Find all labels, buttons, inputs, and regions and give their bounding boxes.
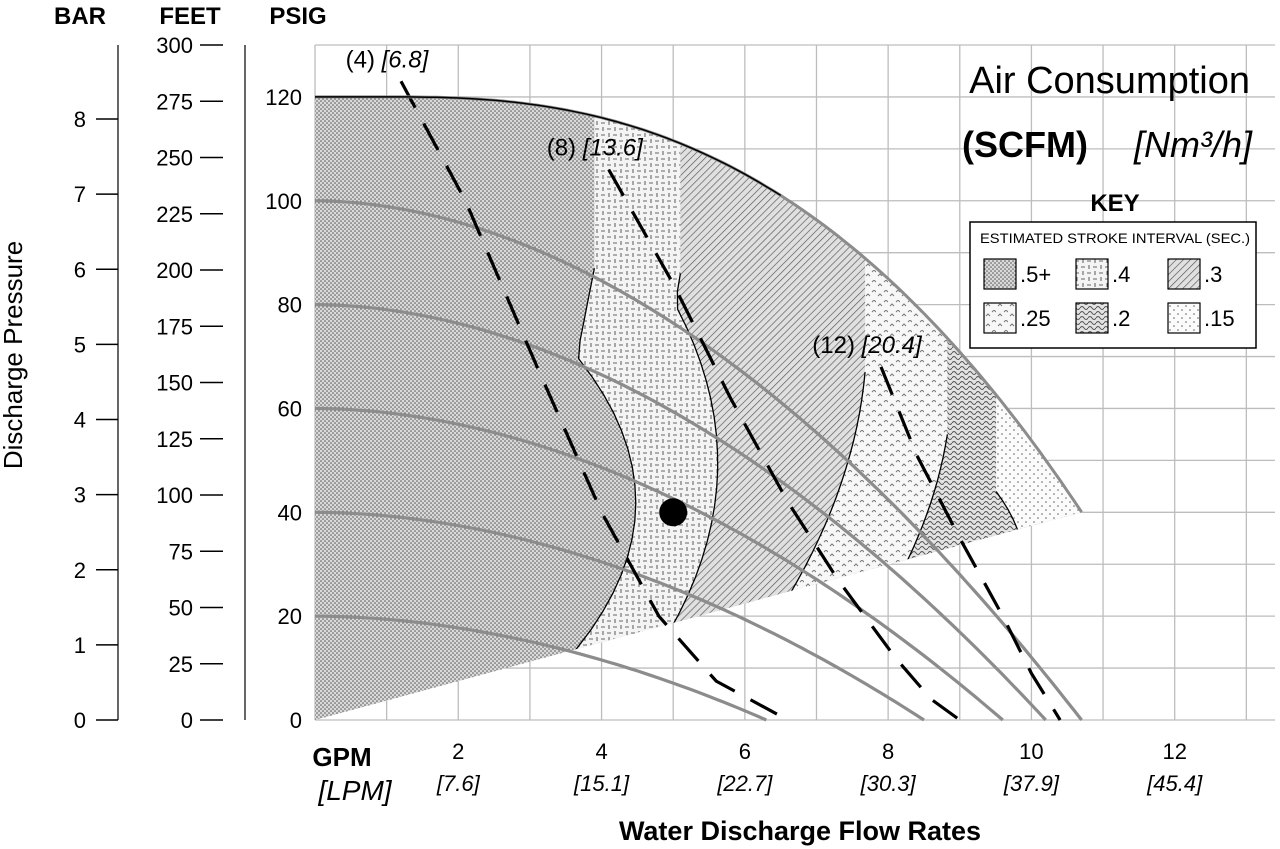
lpm-tick-label: [45.4] [1146,771,1203,796]
psig-tick-label: 100 [265,189,302,214]
gpm-tick-label: 4 [595,739,607,764]
psig-tick-label: 0 [290,708,302,733]
feet-axis-header: FEET [159,3,221,30]
air-consumption-scfm-label: (4) [346,46,382,73]
gpm-tick-label: 2 [452,739,464,764]
air-consumption-scfm-label: (12) [812,332,861,359]
feet-tick-label: 175 [156,314,193,339]
bar-tick-label: 8 [74,107,86,132]
performance-curve [315,406,1004,722]
legend: KEY ESTIMATED STROKE INTERVAL (SEC.) .5+… [969,190,1257,349]
feet-tick-label: 225 [156,202,193,227]
air-consumption-label: (12) [20.4] [812,332,923,359]
feet-tick-label: 25 [169,652,193,677]
lpm-tick-label: [22.7] [716,771,773,796]
legend-items: .5+ .4 .3 .25 .2 .15 [983,258,1235,334]
lpm-tick-label: [15.1] [573,771,630,796]
legend-swatch [1167,258,1201,290]
performance-curves [314,199,1083,722]
legend-box [969,221,1257,349]
air-consumption-curve [879,366,1062,721]
psig-tick-label: 20 [278,604,302,629]
bar-tick-label: 6 [74,257,86,282]
performance-curve [315,199,1083,721]
legend-subtitle: ESTIMATED STROKE INTERVAL (SEC.) [980,230,1250,246]
gpm-tick-label: 6 [739,739,751,764]
legend-label: .2 [1112,306,1130,331]
legend-swatch [983,302,1017,334]
psig-tick-label: 40 [278,500,302,525]
psig-tick-label: 80 [278,293,302,318]
legend-label: .15 [1204,306,1235,331]
gpm-tick-label: 12 [1162,739,1186,764]
feet-tick-label: 200 [156,258,193,283]
feet-tick-label: 125 [156,427,193,452]
legend-swatch [1167,302,1201,334]
lpm-tick-label: [37.9] [1003,771,1060,796]
legend-swatch [1075,302,1109,334]
bar-tick-label: 4 [74,408,86,433]
performance-curve [315,614,767,722]
feet-tick-label: 50 [169,596,193,621]
performance-curve [314,303,1047,722]
psig-tick-label: 120 [265,85,302,110]
axes [117,45,246,720]
air-consumption-nm3h-label: [6.8] [381,46,430,73]
legend-title: KEY [1090,190,1139,217]
chart-subtitle-bold: (SCFM) [962,124,1088,165]
y-axis-label: Discharge Pressure [0,241,28,469]
air-consumption-label: (4) [6.8] [346,46,430,73]
gpm-tick-label: 8 [882,739,894,764]
lpm-tick-label: [7.6] [436,771,481,796]
legend-swatch [983,258,1017,290]
gpm-tick-label: 10 [1019,739,1043,764]
x-unit-primary: GPM [312,742,371,772]
feet-tick-label: 250 [156,146,193,171]
feet-tick-label: 0 [181,708,193,733]
air-consumption-label: (8) [13.6] [547,135,644,162]
bar-axis-header: BAR [54,3,106,30]
bar-tick-label: 2 [74,558,86,583]
performance-curve [314,510,925,722]
chart-title: Air Consumption [969,60,1250,102]
feet-tick-label: 150 [156,371,193,396]
operating-point-marker [659,498,688,527]
bar-tick-label: 5 [74,332,86,357]
legend-label: .3 [1204,262,1222,287]
bar-tick-label: 1 [74,633,86,658]
air-consumption-curve [399,80,789,722]
air-consumption-nm3h-label: [13.6] [582,135,644,162]
x-unit-secondary: [LPM] [317,775,392,806]
psig-tick-label: 60 [278,396,302,421]
bar-tick-label: 7 [74,182,86,207]
legend-label: .4 [1112,262,1130,287]
feet-tick-label: 300 [156,33,193,58]
psig-axis-header: PSIG [269,3,326,30]
axis-ticks: 0204060801001200255075100125150175200225… [74,33,1203,796]
feet-tick-label: 100 [156,483,193,508]
x-axis-label: Water Discharge Flow Rates [619,816,981,846]
air-consumption-curves: (4) [6.8] (8) [13.6] (12) [20.4] [346,46,1062,722]
feet-tick-label: 75 [169,539,193,564]
bar-tick-label: 0 [74,708,86,733]
legend-swatch [1075,258,1109,290]
legend-label: .25 [1020,306,1051,331]
feet-tick-label: 275 [156,89,193,114]
chart-subtitle-italic: [Nm³/h] [1133,124,1253,165]
air-consumption-scfm-label: (8) [547,135,583,162]
air-consumption-nm3h-label: [20.4] [861,332,923,359]
bar-tick-label: 3 [74,483,86,508]
stroke-interval-boundary [504,268,637,720]
lpm-tick-label: [30.3] [860,771,917,796]
envelope-top-edge [315,96,782,197]
legend-label: .5+ [1020,262,1051,287]
air-consumption-curve [607,168,961,722]
